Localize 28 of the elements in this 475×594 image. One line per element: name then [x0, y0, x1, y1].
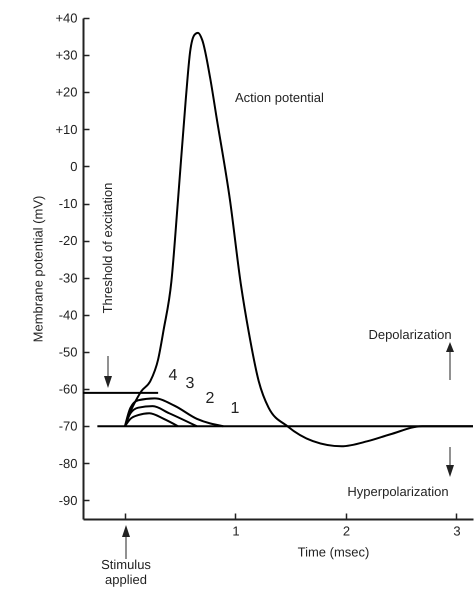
y-tick-label: +20: [55, 84, 78, 100]
y-tick-label: -90: [58, 492, 78, 508]
y-tick-label: +30: [55, 48, 78, 63]
y-axis-title: Membrane potential (mV): [30, 196, 46, 342]
annotation: 2: [206, 390, 215, 407]
annotation: 4: [168, 367, 178, 384]
y-tick-label: -80: [58, 456, 78, 471]
y-tick-label: -50: [58, 344, 78, 360]
y-tick-label: -20: [58, 233, 78, 248]
annotation: 1: [230, 400, 240, 417]
annotation: Hyperpolarization: [347, 484, 449, 499]
y-tick-label: -60: [58, 382, 78, 397]
y-tick-label: -10: [58, 196, 78, 212]
x-tick-label: 3: [453, 524, 461, 538]
x-axis-title: Time (msec): [298, 544, 370, 560]
x-tick-label: 1: [232, 524, 240, 538]
y-tick-label: +10: [55, 122, 78, 137]
y-tick-label: -70: [58, 418, 78, 434]
y-tick-label: 0: [70, 158, 78, 174]
annotation: Threshold of excitation: [100, 182, 115, 314]
text: Stimulus applied: [101, 557, 152, 587]
y-tick-label: +40: [55, 10, 78, 26]
x-tick-label: 2: [342, 524, 350, 538]
annotation: Depolarization: [368, 327, 452, 342]
annotation: 3: [186, 375, 195, 392]
y-tick-label: -30: [58, 270, 78, 286]
y-tick-label: -40: [58, 307, 78, 322]
annotation: Action potential: [235, 90, 324, 105]
